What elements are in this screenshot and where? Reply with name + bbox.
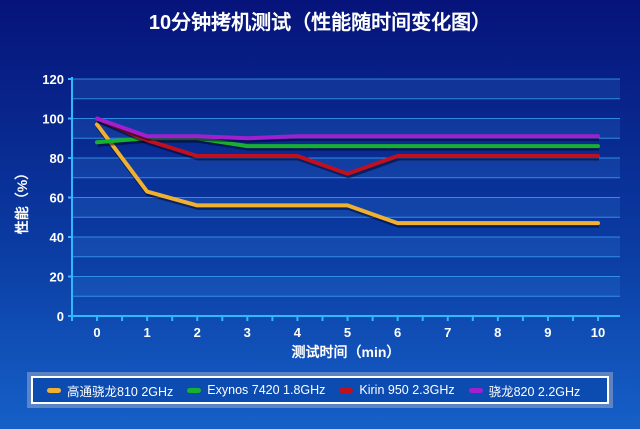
legend-label: 高通骁龙810 2GHz: [67, 384, 174, 399]
chart-title: 10分钟拷机测试（性能随时间变化图）: [148, 12, 492, 34]
legend-item: Exynos 7420 1.8GHz: [187, 383, 325, 397]
y-tick-label: 100: [42, 112, 64, 127]
x-tick-label: 8: [494, 325, 501, 340]
legend-swatch: [339, 387, 354, 393]
x-tick-label: 0: [93, 325, 100, 340]
x-tick-label: 6: [394, 325, 401, 340]
x-tick-label: 10: [591, 325, 605, 340]
grid-band: [72, 79, 620, 99]
legend: 高通骁龙810 2GHz Exynos 7420 1.8GHz Kirin 950 …: [27, 372, 613, 408]
grid-band: [72, 118, 620, 139]
y-tick-label: 80: [50, 151, 64, 166]
x-tick-label: 4: [294, 325, 302, 340]
legend-item: 高通骁龙810 2GHz: [47, 381, 173, 400]
x-tick-label: 5: [344, 325, 351, 340]
legend-label: Exynos 7420 1.8GHz: [207, 383, 326, 397]
x-tick-label: 9: [544, 325, 551, 340]
x-tick-label: 2: [194, 325, 201, 340]
legend-swatch: [187, 387, 202, 393]
grid-band: [72, 276, 620, 297]
legend-item: Kirin 950 2.3GHz: [339, 383, 455, 397]
legend-label: 骁龙820 2.2GHz: [488, 384, 581, 399]
y-tick-label: 120: [42, 72, 64, 87]
grid-band: [72, 158, 620, 178]
legend-swatch: [47, 387, 61, 393]
grid-band: [72, 237, 620, 257]
y-axis-label: 性能（%）: [14, 166, 30, 234]
y-tick-label: 40: [50, 230, 64, 245]
x-tick-label: 1: [143, 325, 150, 340]
legend-label: Kirin 950 2.3GHz: [359, 383, 455, 397]
y-tick-label: 0: [57, 309, 64, 324]
y-tick-label: 60: [50, 191, 64, 206]
legend-item: 骁龙820 2.2GHz: [468, 381, 581, 400]
x-tick-label: 3: [244, 325, 251, 340]
x-tick-label: 7: [444, 325, 451, 340]
y-tick-label: 20: [50, 270, 64, 285]
x-axis-label: 测试时间（min）: [292, 344, 401, 360]
legend-swatch: [468, 387, 483, 393]
